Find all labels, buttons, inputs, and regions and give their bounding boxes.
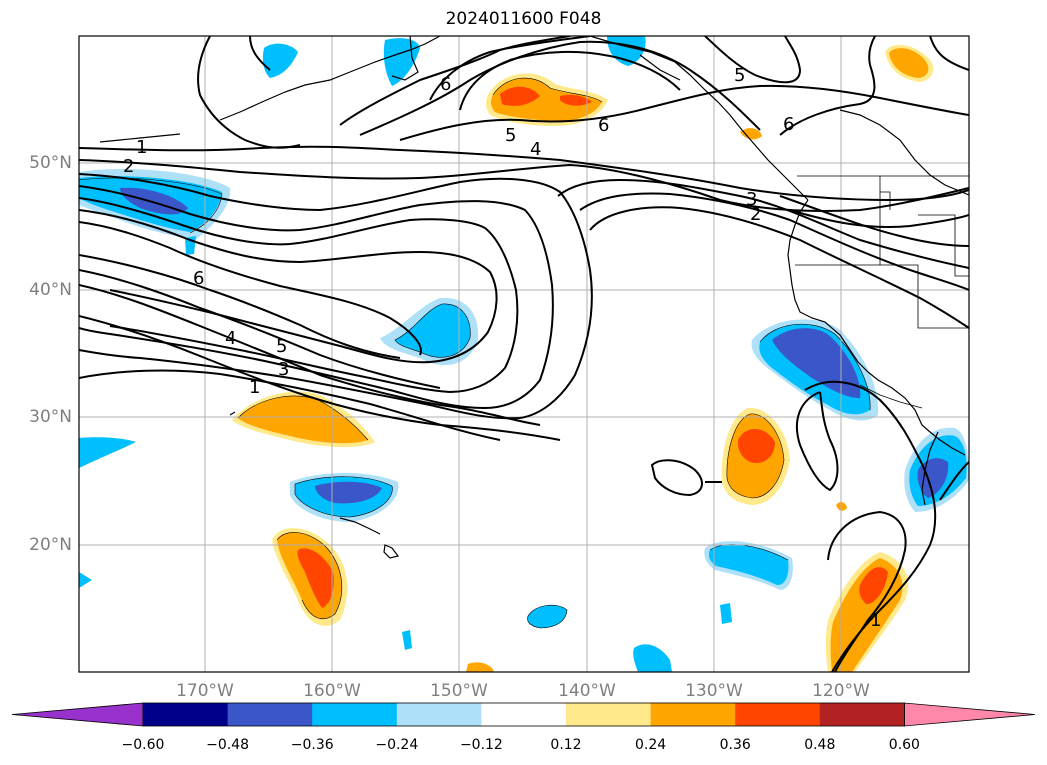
- contour-line: [557, 178, 969, 269]
- lat-label-30n: 30°N: [29, 407, 72, 427]
- lon-label-170w: 170°W: [176, 681, 234, 701]
- contour-line: [779, 36, 876, 136]
- contour-line: [804, 380, 937, 672]
- contour-label: 6: [783, 114, 794, 135]
- contour-line: [789, 209, 969, 229]
- contour-label: 6: [598, 115, 609, 136]
- contour-line: [79, 369, 501, 441]
- colorbar-tick-label: −0.36: [290, 737, 334, 753]
- contour-line: [197, 36, 301, 149]
- coastlines: [99, 36, 969, 559]
- positive-anomaly-28n-127w: [721, 407, 790, 505]
- contour-line: [650, 459, 703, 497]
- contour-line: [359, 40, 761, 136]
- colorbar-tick-label: 0.48: [804, 737, 836, 753]
- colorbar-tick-label: 0.12: [550, 737, 582, 753]
- contour-line: [79, 159, 969, 212]
- positive-anomaly-20n-160w: [272, 528, 348, 626]
- colorbar-tick-label: −0.60: [121, 737, 165, 753]
- colorbar-tick-label: 0.36: [719, 737, 751, 753]
- contour-label: 3: [278, 359, 289, 380]
- lon-label-160w: 160°W: [303, 681, 361, 701]
- positive-anomaly-small: [466, 44, 934, 672]
- map-title: 2024011600 F048: [445, 9, 602, 29]
- map-frame: [78, 35, 970, 673]
- positive-anomaly-55n-145w: [485, 73, 608, 126]
- shaded-anomalies: [79, 36, 969, 672]
- contour-line: [795, 391, 839, 492]
- colorbar-tick-label: −0.12: [459, 737, 503, 753]
- contour-label: 6: [193, 268, 204, 289]
- contour-line: [79, 269, 441, 389]
- contour-label: 5: [505, 125, 516, 146]
- height-contours: [79, 36, 969, 672]
- contour-line: [779, 195, 969, 247]
- contour-label: 5: [734, 65, 745, 86]
- positive-anomaly-15n-117w: [825, 552, 909, 672]
- negative-anomaly-25n-160w: [290, 473, 399, 522]
- negative-anomaly-central-37n: [380, 297, 479, 366]
- contour-line: [79, 284, 541, 426]
- contour-line: [79, 173, 593, 420]
- contour-label: 1: [249, 377, 260, 398]
- contour-label: 1: [136, 137, 147, 158]
- lon-label-150w: 150°W: [430, 681, 488, 701]
- lon-label-140w: 140°W: [558, 681, 616, 701]
- contour-labels: 1 2 3 4 5 6 6 5 4 6 5 3 2 1 1 6: [123, 65, 881, 631]
- lat-label-20n: 20°N: [29, 535, 72, 555]
- contour-line: [79, 185, 554, 410]
- contour-label: 5: [276, 336, 287, 357]
- contour-line: [79, 209, 498, 364]
- contour-line: [79, 315, 561, 441]
- contour-line: [79, 221, 422, 356]
- contour-line: [459, 50, 681, 111]
- negative-anomaly-west-48n: [79, 168, 231, 240]
- contour-line: [704, 36, 802, 84]
- contour-line: [589, 206, 969, 329]
- contour-label: 2: [750, 204, 761, 225]
- contour-label: 6: [440, 74, 451, 95]
- lat-label-50n: 50°N: [29, 153, 72, 173]
- colorbar-tick-label: 0.24: [635, 737, 667, 753]
- contour-line: [929, 36, 969, 71]
- contour-label: 2: [123, 156, 134, 177]
- contour-label: 4: [530, 139, 541, 160]
- contour-line: [79, 254, 401, 359]
- negative-anomaly-baja: [904, 427, 969, 512]
- contour-line: [827, 510, 907, 672]
- colorbar-tick-label: −0.24: [375, 737, 419, 753]
- colorbar-tick-label: 0.60: [888, 737, 920, 753]
- contour-line: [579, 192, 969, 291]
- contour-line: [939, 461, 969, 501]
- contour-line: [429, 36, 591, 101]
- colorbar-tick-label: −0.48: [206, 737, 250, 753]
- negative-anomaly-35n-122w: [751, 319, 879, 421]
- contour-line: [399, 84, 969, 141]
- contour-label: 1: [870, 610, 881, 631]
- contour-label: 3: [746, 189, 757, 210]
- lat-label-40n: 40°N: [29, 280, 72, 300]
- political-borders: [795, 175, 969, 409]
- positive-anomaly-30n-163w: [232, 391, 375, 448]
- lon-label-130w: 130°W: [685, 681, 743, 701]
- contour-line: [79, 197, 519, 394]
- lon-label-120w: 120°W: [812, 681, 870, 701]
- contour-line: [249, 36, 271, 71]
- contour-label: 4: [225, 328, 236, 349]
- contour-line: [79, 145, 969, 202]
